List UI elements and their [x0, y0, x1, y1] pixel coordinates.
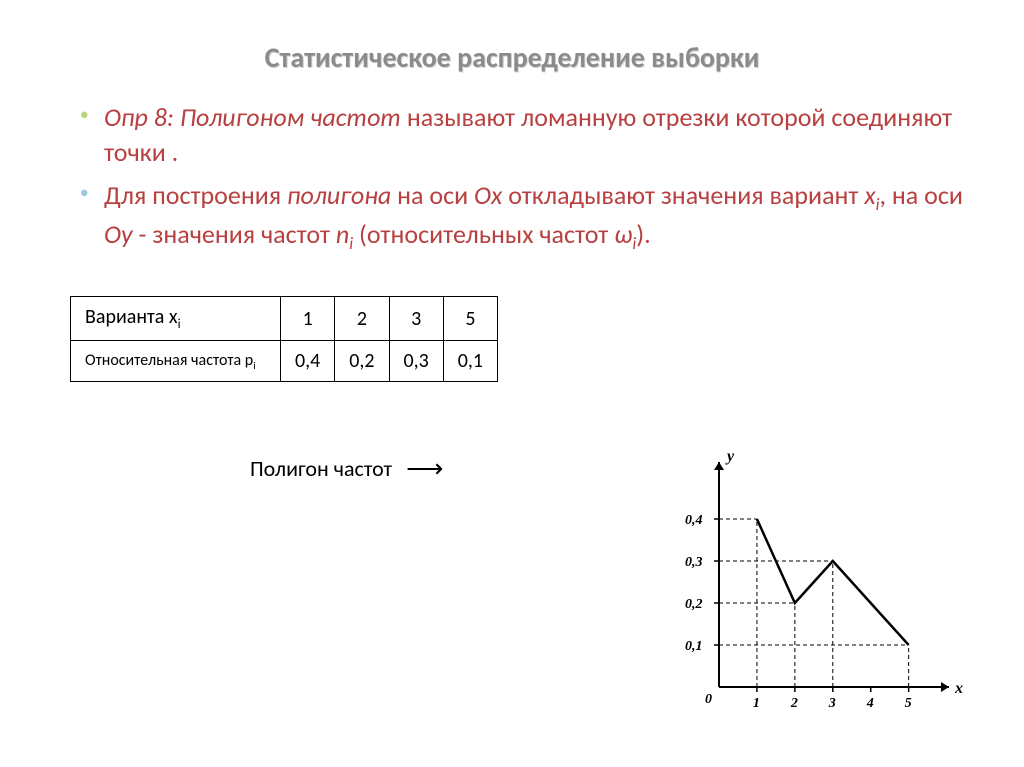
- cell-x-3: 5: [443, 297, 497, 341]
- table-row: Относительная частота pi 0,4 0,2 0,3 0,1: [71, 341, 498, 382]
- svg-text:4: 4: [866, 696, 874, 711]
- svg-text:y: y: [725, 448, 735, 465]
- bullet-list: Опр 8: Полигоном частот называют ломанну…: [60, 100, 964, 256]
- b2-oy: Оу: [104, 218, 133, 250]
- svg-text:0,2: 0,2: [685, 597, 703, 612]
- def-prefix: Опр 8:: [104, 101, 180, 133]
- row1-label: Варианта xi: [71, 297, 281, 341]
- def-term: Полигоном частот: [180, 101, 407, 133]
- b2-p7: ).: [636, 218, 650, 250]
- data-table: Варианта xi 1 2 3 5 Относительная частот…: [70, 296, 498, 382]
- b2-p1: Для построения: [104, 179, 287, 211]
- svg-text:0,4: 0,4: [685, 513, 703, 528]
- b2-p4: , на оси: [880, 179, 963, 211]
- cell-p-1: 0,2: [335, 341, 389, 382]
- frequency-polygon-chart: x y 0 1 2 3 4 5 0,1 0,2 0,3 0,4: [664, 437, 964, 717]
- cell-p-3: 0,1: [443, 341, 497, 382]
- page-title: Статистическое распределение выборки: [60, 40, 964, 75]
- svg-text:x: x: [954, 680, 963, 697]
- svg-text:0: 0: [705, 692, 712, 707]
- b2-ox: Ох: [474, 179, 502, 211]
- bullet-2: Для построения полигона на оси Ох отклад…: [80, 178, 964, 256]
- cell-p-0: 0,4: [281, 341, 335, 382]
- b2-term: полигона: [287, 179, 391, 211]
- svg-text:0,3: 0,3: [685, 555, 703, 570]
- row2-label: Относительная частота pi: [71, 341, 281, 382]
- b2-wi: ω: [614, 218, 632, 250]
- svg-text:3: 3: [828, 696, 836, 711]
- b2-p3: откладывают значения вариант: [502, 179, 864, 211]
- svg-text:1: 1: [753, 696, 760, 711]
- b2-xi: x: [864, 179, 875, 211]
- b2-ni: n: [336, 218, 349, 250]
- table-row: Варианта xi 1 2 3 5: [71, 297, 498, 341]
- svg-text:5: 5: [905, 696, 912, 711]
- b2-p6: (относительных частот: [353, 218, 614, 250]
- caption-text: Полигон частот: [250, 455, 392, 482]
- cell-x-2: 3: [389, 297, 443, 341]
- b2-p2: на оси: [391, 179, 474, 211]
- arrow-icon: ⟶: [406, 452, 443, 484]
- cell-p-2: 0,3: [389, 341, 443, 382]
- svg-text:0,1: 0,1: [685, 639, 703, 654]
- b2-p5: - значения частот: [133, 218, 336, 250]
- bullet-1: Опр 8: Полигоном частот называют ломанну…: [80, 100, 964, 170]
- cell-x-0: 1: [281, 297, 335, 341]
- chart-caption: Полигон частот ⟶: [250, 452, 498, 484]
- cell-x-1: 2: [335, 297, 389, 341]
- svg-text:2: 2: [790, 696, 798, 711]
